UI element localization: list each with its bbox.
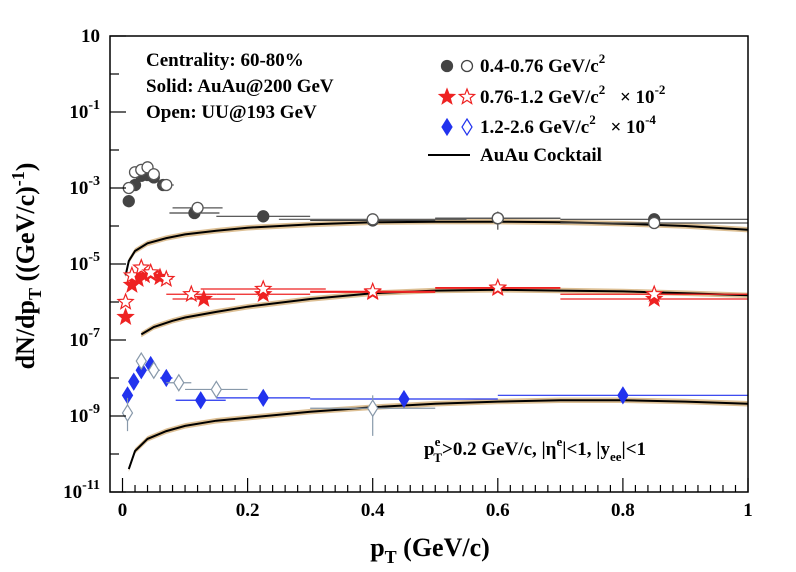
data-point — [253, 284, 273, 303]
legend-label: AuAu Cocktail — [480, 145, 602, 166]
y-tick-label: 10-1 — [69, 98, 100, 123]
x-tick-label: 1 — [743, 500, 753, 521]
y-tick-label: 10-11 — [63, 478, 100, 503]
data-point — [191, 201, 204, 215]
cocktail-band — [128, 397, 749, 472]
x-tick-label: 0.2 — [236, 500, 260, 521]
series-1 — [122, 161, 748, 230]
cocktail-bands — [125, 218, 749, 472]
x-tick-label: 0.4 — [361, 500, 385, 521]
cocktail-curve — [127, 399, 749, 470]
legend-marker-filled — [441, 117, 453, 137]
data-point — [366, 399, 379, 418]
legend-entry-high: 1.2-2.6 GeV/c2 × 10-4 — [441, 112, 656, 138]
data-point — [257, 388, 269, 408]
legend-marker-filled — [437, 87, 457, 105]
kinematic-cuts: pe T>0.2 GeV/c, |ηe|<1, |yee|<1 — [424, 434, 646, 465]
data-point — [253, 279, 273, 297]
data-point — [147, 168, 160, 181]
legend-label: 0.4-0.76 GeV/c2 — [480, 51, 605, 77]
legend-label: 1.2-2.6 GeV/c2 × 10-4 — [480, 112, 656, 138]
data-point — [122, 195, 135, 208]
y-tick-label: 10-3 — [69, 174, 100, 199]
data-point — [257, 210, 270, 223]
data-point — [194, 391, 207, 410]
legend-label: 0.76-1.2 GeV/c2 × 10-2 — [480, 82, 665, 108]
y-tick-label: 10-5 — [69, 250, 100, 275]
data-point — [128, 372, 140, 391]
legend-marker-open — [461, 117, 473, 137]
series-5 — [121, 351, 436, 436]
info-line: Open: UU@193 GeV — [146, 102, 317, 123]
legend-entry-low: 0.4-0.76 GeV/c2 — [440, 51, 605, 77]
data-point — [148, 361, 160, 380]
data-point — [135, 361, 147, 380]
info-line: Centrality: 60-80% — [146, 50, 304, 71]
data-point — [210, 380, 223, 399]
series-3 — [116, 258, 748, 310]
data-point — [141, 262, 160, 281]
x-axis-title: pT (GeV/c) — [370, 533, 490, 567]
legend-marker-open — [457, 87, 477, 105]
data-point — [398, 389, 410, 409]
data-point — [366, 213, 379, 226]
x-tick-label: 0.8 — [611, 500, 635, 521]
legend-marker-open — [460, 59, 474, 73]
data-point — [363, 281, 382, 300]
cocktail-band — [141, 287, 749, 338]
data-point — [194, 289, 213, 307]
data-point — [135, 351, 147, 371]
cocktail-curve — [124, 220, 749, 276]
data-point — [157, 269, 176, 287]
data-point — [116, 307, 135, 325]
data-point — [121, 403, 134, 423]
data-point — [645, 284, 664, 303]
data-point — [648, 216, 661, 230]
data-point — [617, 386, 629, 405]
data-point — [491, 212, 504, 225]
y-axis-title: dN/dpT ((GeV/c)-1) — [8, 163, 45, 370]
data-point — [160, 178, 173, 192]
data-point — [160, 368, 173, 388]
x-tick-label: 0 — [118, 500, 128, 521]
y-tick-label: 10-7 — [69, 326, 100, 351]
legend-entry-mid: 0.76-1.2 GeV/c2 × 10-2 — [437, 82, 665, 108]
legend-marker-filled — [440, 59, 454, 73]
annotations: pT (GeV/c) dN/dpT ((GeV/c)-1) Centrality: … — [8, 50, 665, 567]
data-points — [116, 161, 748, 436]
data-point — [488, 277, 508, 296]
cocktail-band — [125, 218, 749, 279]
data-point — [132, 258, 151, 276]
data-point — [182, 284, 201, 303]
y-tick-label: 10-9 — [69, 402, 100, 427]
y-tick-label: 10 — [81, 26, 100, 47]
series-4 — [121, 355, 748, 410]
axes: 0 0.2 0.4 0.6 0.8 1 10-11 10-9 10-7 10-5 10-3 10-1 1… — [63, 26, 753, 521]
info-line: Solid: AuAu@200 GeV — [146, 76, 334, 97]
x-tick-label: 0.6 — [486, 500, 510, 521]
legend-entry-cocktail: AuAu Cocktail — [428, 145, 602, 166]
cocktail-curve — [140, 288, 749, 336]
cocktail-curves — [124, 220, 749, 470]
data-point — [173, 373, 185, 392]
data-point — [116, 292, 135, 310]
